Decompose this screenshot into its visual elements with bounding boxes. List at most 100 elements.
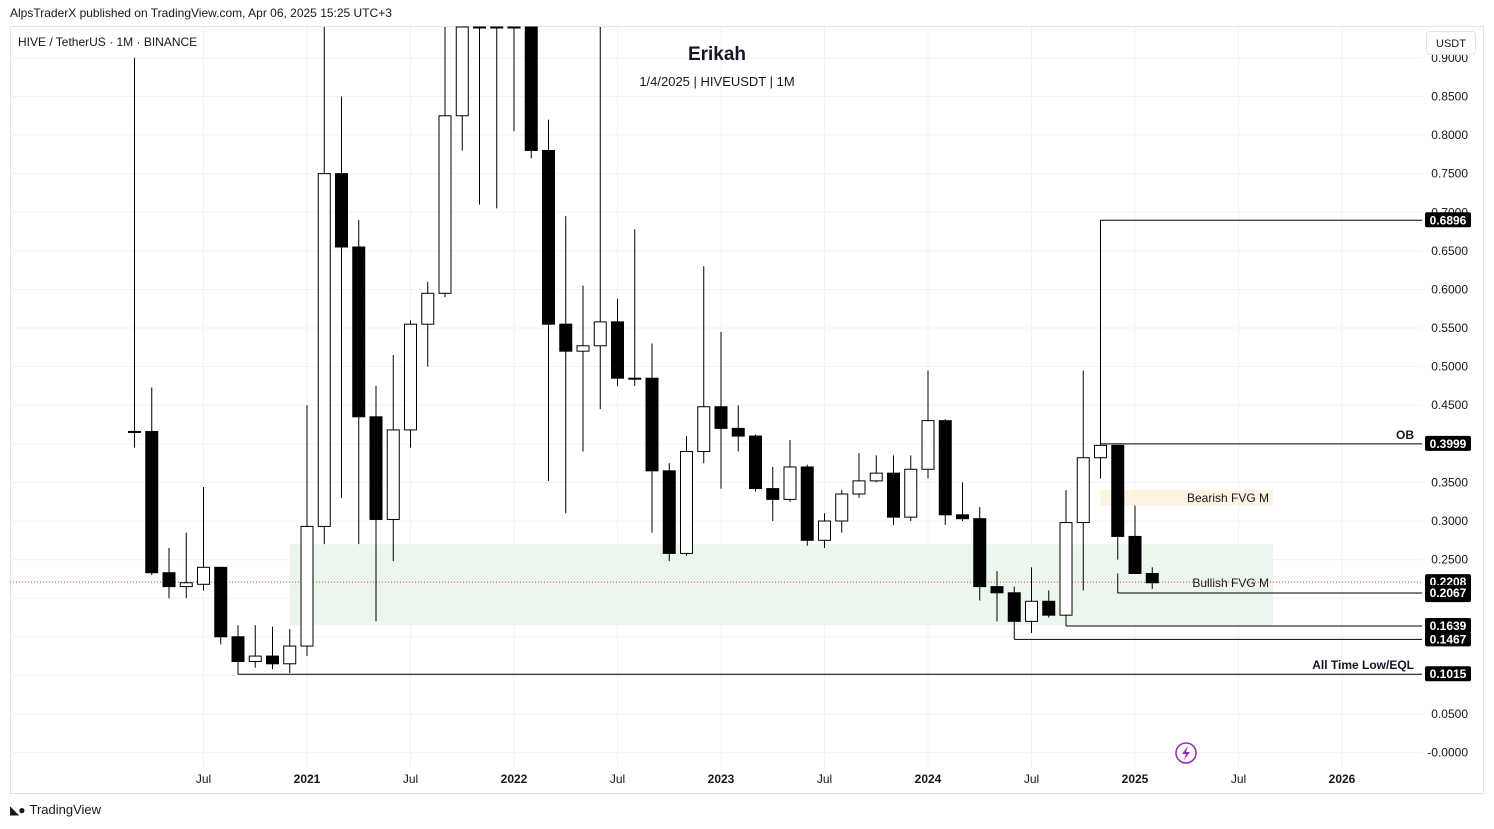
candle [938,419,952,525]
candle-body [921,420,935,470]
candle [1042,590,1056,618]
candle-body [559,323,573,352]
candle [248,625,262,668]
price-label-bg [1425,212,1471,228]
candle [369,385,383,622]
candle-body [766,488,780,500]
candle [1128,505,1142,574]
price-tick-label: 0.7500 [1431,167,1468,181]
candle-body [421,292,435,325]
candle [335,96,348,498]
candle-body [1145,572,1159,584]
candle-body [1025,600,1038,622]
price-tick-label: 0.8500 [1431,89,1468,103]
price-tick-label: 0.8000 [1431,128,1468,142]
currency-button[interactable]: USDT [1426,31,1476,55]
price-tick-label: 0.4500 [1431,398,1468,412]
publisher-caption: AlpsTraderX published on TradingView.com… [10,6,392,20]
footer-brand-label: TradingView [29,802,102,817]
candle-body [1042,600,1056,616]
price-label-text: 0.6896 [1430,213,1467,227]
footer-brand[interactable]: ◣● TradingView [10,802,101,817]
candle [800,464,814,546]
price-label-bg [1425,585,1471,601]
price-label: 0.1015 [1425,666,1471,682]
candle-body [593,321,607,347]
time-tick-label: Jul [196,772,211,786]
price-tick-label: 0.0500 [1431,707,1468,721]
candle-body [1128,535,1142,574]
time-tick-label: 2022 [501,772,528,786]
candle [714,331,728,489]
candle [766,466,780,521]
price-tick-label: 0.2500 [1431,553,1468,567]
candle-body [611,321,624,379]
candle [283,629,297,674]
candle-body [335,173,348,248]
candle [524,26,538,159]
candle-body [162,572,176,588]
price-label-text: 0.1015 [1430,667,1467,681]
candle [438,27,452,298]
candle [1025,567,1038,633]
time-tick-label: 2023 [708,772,735,786]
candle-body [524,26,538,151]
candle-body [645,377,659,472]
price-tick-label: 0.6500 [1431,244,1468,258]
candle-body [731,427,745,437]
price-label-text: 0.1467 [1430,632,1467,646]
candle-body [887,472,900,518]
bearish-fvg-zone [1100,490,1273,506]
candle [386,355,400,562]
candle [128,57,141,448]
candle-body [542,150,555,325]
candle [179,532,193,599]
price-label-bg [1425,666,1471,682]
candle [662,463,676,562]
candle-body [179,582,193,588]
candle [352,219,366,545]
price-label: 0.6896 [1425,212,1471,228]
candle-body [973,518,987,588]
price-label: 0.1467 [1425,631,1471,647]
price-tick-label: -0.0000 [1427,746,1468,760]
level-lines: OB All Time Low/EQL [10,219,1422,675]
chart-grid [10,27,1422,768]
candle [197,487,210,591]
candle-body [438,115,452,294]
candle-body [800,466,814,541]
candle-body [352,246,366,418]
tradingview-logo-icon: ◣● [10,802,26,817]
candle [904,455,918,521]
candle-body [835,493,849,522]
candle [1111,444,1125,560]
price-label-text: 0.2067 [1430,586,1467,600]
candle-body [990,586,1004,594]
candle-body [404,323,417,431]
candle [887,455,900,525]
candle-body [852,480,866,495]
candles [128,26,1159,674]
price-label-text: 0.3999 [1430,437,1467,451]
level-text: OB [1396,428,1414,442]
chart-frame [10,26,1484,794]
candle [593,27,607,410]
level-text: All Time Low/EQL [1312,658,1414,672]
candle-body [904,468,918,518]
time-tick-label: 2025 [1122,772,1149,786]
zone-label: Bullish FVG M [1192,576,1269,590]
candle [1059,490,1073,622]
candle [731,405,745,452]
time-axis: Jul 2021 Jul 2022 Jul 2023 Jul 2024 Jul 2025 Jul 20… [196,772,1356,786]
candle [317,27,331,545]
price-tick-label: 0.3000 [1431,514,1468,528]
candle-body [714,406,728,429]
candle [869,455,883,483]
symbol-info[interactable]: HIVE / TetherUS · 1M · BINANCE [18,35,198,49]
lightning-icon[interactable] [1175,742,1197,764]
candle [1007,586,1021,627]
price-label-text: 0.1639 [1430,619,1467,633]
candle [818,513,831,549]
zone-label: Bearish FVG M [1187,491,1269,505]
